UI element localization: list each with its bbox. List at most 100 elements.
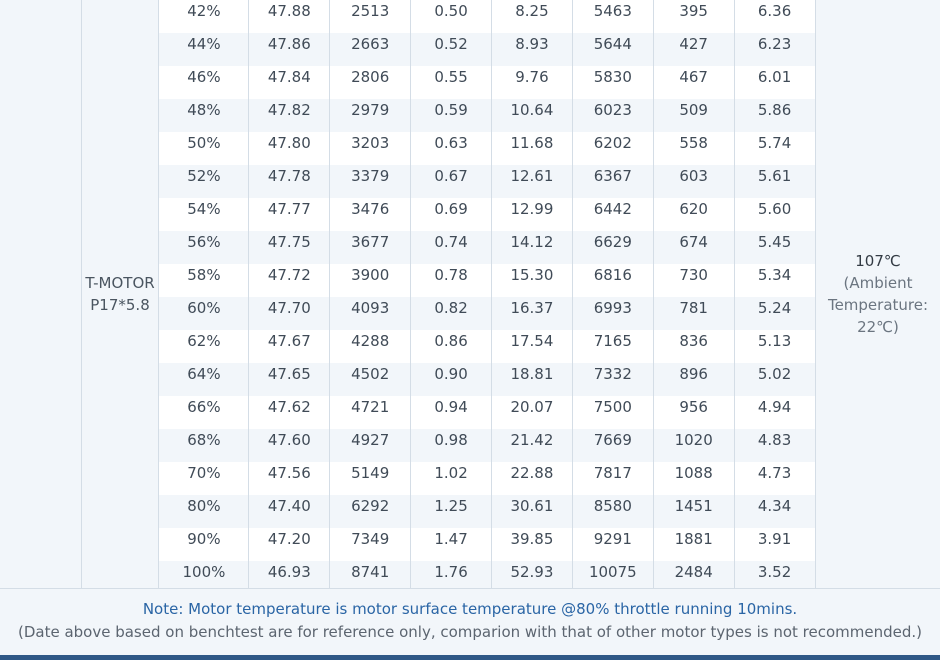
efficiency-cell: 509: [679, 101, 708, 119]
motor-model-line2: P17*5.8: [90, 296, 150, 314]
throttle-cell: 64%: [187, 365, 221, 383]
thrust-cell: 11.68: [510, 134, 554, 152]
efficiency-cell: 674: [679, 233, 708, 251]
temp-cell: 5.60: [757, 200, 792, 218]
table-row: 50% 47.80 3203 0.63 11.68 6202 558 5.74: [159, 132, 815, 165]
voltage-cell: 47.40: [267, 497, 311, 515]
efficiency-cell: 1881: [674, 530, 713, 548]
thrust-cell: 52.93: [510, 563, 554, 581]
motor-model-line1: T-MOTOR: [85, 274, 155, 292]
efficiency-cell: 836: [679, 332, 708, 350]
voltage-cell: 47.86: [267, 35, 311, 53]
rpm-cell: 6023: [593, 101, 632, 119]
thrust-cell: 30.61: [510, 497, 554, 515]
rpm-cell: 6629: [593, 233, 632, 251]
temp-cell: 4.94: [757, 398, 792, 416]
power-cell: 0.59: [434, 101, 468, 119]
ambient-value: 22℃): [857, 318, 899, 336]
throttle-cell: 80%: [187, 497, 221, 515]
temp-cell: 5.24: [757, 299, 792, 317]
current-cell: 3900: [351, 266, 390, 284]
bottom-bar: [0, 655, 940, 660]
efficiency-cell: 467: [679, 68, 708, 86]
current-cell: 3379: [351, 167, 390, 185]
throttle-cell: 54%: [187, 200, 221, 218]
power-cell: 0.52: [434, 35, 468, 53]
throttle-cell: 56%: [187, 233, 221, 251]
temp-cell: 3.91: [757, 530, 792, 548]
table-row: 52% 47.78 3379 0.67 12.61 6367 603 5.61: [159, 165, 815, 198]
temp-cell: 5.34: [757, 266, 792, 284]
thrust-cell: 15.30: [510, 266, 554, 284]
footer-note: Note: Motor temperature is motor surface…: [142, 600, 798, 618]
current-cell: 5149: [351, 464, 390, 482]
power-cell: 0.69: [434, 200, 468, 218]
thrust-cell: 18.81: [510, 365, 554, 383]
efficiency-cell: 1088: [674, 464, 713, 482]
efficiency-cell: 603: [679, 167, 708, 185]
efficiency-cell: 1451: [674, 497, 713, 515]
efficiency-cell: 620: [679, 200, 708, 218]
current-cell: 3476: [351, 200, 390, 218]
thrust-cell: 9.76: [515, 68, 549, 86]
efficiency-cell: 427: [679, 35, 708, 53]
temp-cell: 5.74: [757, 134, 792, 152]
throttle-cell: 46%: [187, 68, 221, 86]
temp-cell: 4.73: [757, 464, 792, 482]
rpm-cell: 6202: [593, 134, 632, 152]
current-cell: 2513: [351, 2, 390, 20]
power-cell: 0.90: [434, 365, 468, 383]
table-row: 80% 47.40 6292 1.25 30.61 8580 1451 4.34: [159, 495, 815, 528]
current-cell: 4721: [351, 398, 390, 416]
voltage-cell: 47.65: [267, 365, 311, 383]
temp-cell: 5.02: [757, 365, 792, 383]
temp-cell: 5.86: [757, 101, 792, 119]
voltage-cell: 47.80: [267, 134, 311, 152]
power-cell: 1.02: [434, 464, 468, 482]
throttle-cell: 42%: [187, 2, 221, 20]
power-cell: 0.86: [434, 332, 468, 350]
motor-model-cell: T-MOTOR P17*5.8: [82, 0, 158, 588]
throttle-cell: 44%: [187, 35, 221, 53]
table-row: 46% 47.84 2806 0.55 9.76 5830 467 6.01: [159, 66, 815, 99]
current-cell: 2979: [351, 101, 390, 119]
temp-cell: 6.23: [757, 35, 792, 53]
table-footer: Note: Motor temperature is motor surface…: [0, 588, 940, 655]
thrust-cell: 8.93: [515, 35, 549, 53]
rpm-cell: 5830: [593, 68, 632, 86]
voltage-cell: 47.67: [267, 332, 311, 350]
power-cell: 0.74: [434, 233, 468, 251]
voltage-cell: 47.56: [267, 464, 311, 482]
thrust-cell: 8.25: [515, 2, 549, 20]
power-cell: 0.98: [434, 431, 468, 449]
table-body: 42% 47.88 2513 0.50 8.25 5463 395 6.36 44% 47.86 2…: [159, 0, 815, 594]
power-cell: 1.47: [434, 530, 468, 548]
efficiency-cell: 896: [679, 365, 708, 383]
power-cell: 1.25: [434, 497, 468, 515]
data-table: 42% 47.88 2513 0.50 8.25 5463 395 6.36 44% 47.86 2…: [0, 0, 940, 594]
footer-disclaimer: (Date above based on benchtest are for r…: [17, 623, 922, 641]
efficiency-cell: 2484: [674, 563, 713, 581]
rpm-cell: 7817: [593, 464, 632, 482]
table-row: 60% 47.70 4093 0.82 16.37 6993 781 5.24: [159, 297, 815, 330]
rpm-cell: 6816: [593, 266, 632, 284]
voltage-cell: 47.88: [267, 2, 311, 20]
current-cell: 2663: [351, 35, 390, 53]
current-cell: 7349: [351, 530, 390, 548]
thrust-cell: 20.07: [510, 398, 554, 416]
current-cell: 4502: [351, 365, 390, 383]
rpm-cell: 6442: [593, 200, 632, 218]
rpm-cell: 8580: [593, 497, 632, 515]
power-cell: 0.82: [434, 299, 468, 317]
throttle-cell: 60%: [187, 299, 221, 317]
thrust-cell: 16.37: [510, 299, 554, 317]
current-cell: 8741: [351, 563, 390, 581]
rpm-cell: 5644: [593, 35, 632, 53]
rpm-cell: 7332: [593, 365, 632, 383]
power-cell: 0.78: [434, 266, 468, 284]
throttle-cell: 100%: [182, 563, 226, 581]
thrust-cell: 10.64: [510, 101, 554, 119]
voltage-cell: 47.72: [267, 266, 311, 284]
table-row: 68% 47.60 4927 0.98 21.42 7669 1020 4.83: [159, 429, 815, 462]
temp-cell: 5.45: [757, 233, 792, 251]
